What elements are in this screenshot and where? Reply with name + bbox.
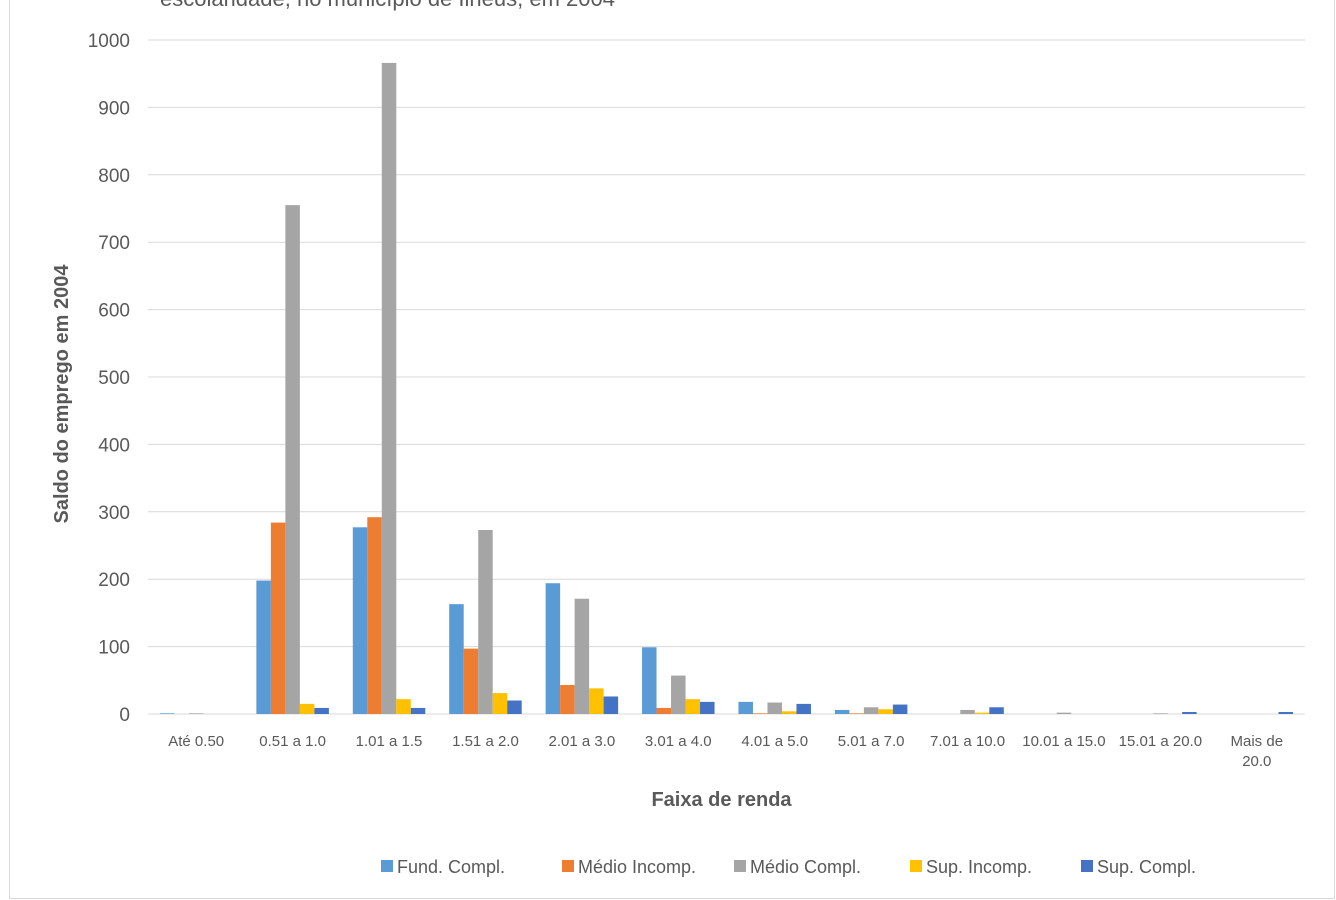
bar-5-8 <box>892 704 908 714</box>
bar-3-9 <box>960 709 975 714</box>
legend-label: Sup. Incomp. <box>926 857 1032 877</box>
y-tick-label: 100 <box>98 638 130 659</box>
bar-5-9 <box>989 707 1004 714</box>
x-tick-label: Mais de 20.0 <box>1231 733 1284 770</box>
bar-5-7 <box>796 703 811 714</box>
bar-5-2 <box>314 707 329 714</box>
bar-1-4 <box>449 604 464 714</box>
bar-1-1 <box>159 713 175 714</box>
chart-title: escolaridade, no município de Ilhéus, em… <box>160 0 615 12</box>
bar-4-9 <box>974 712 990 714</box>
y-tick-label: 1000 <box>88 31 130 52</box>
y-tick-label: 600 <box>98 301 130 322</box>
bar-3-4 <box>478 529 493 714</box>
bar-1-6 <box>642 647 657 714</box>
bar-1-3 <box>352 527 368 714</box>
x-tick-label: 10.01 a 15.0 <box>1022 733 1105 750</box>
bar-1-2 <box>256 580 271 714</box>
y-tick-label: 400 <box>98 435 130 456</box>
bar-4-2 <box>299 703 315 714</box>
chart-frame <box>9 0 1335 899</box>
legend-swatch <box>734 860 746 872</box>
bar-4-4 <box>492 693 508 714</box>
bar-3-2 <box>285 205 300 714</box>
bar-5-5 <box>603 696 619 714</box>
bar-5-12 <box>1278 711 1294 714</box>
y-tick-label: 900 <box>98 98 130 119</box>
bar-3-7 <box>767 702 782 714</box>
legend-swatch <box>910 860 922 872</box>
bar-2-5 <box>560 685 575 714</box>
x-tick-label: 0.51 a 1.0 <box>259 733 326 750</box>
legend-label: Sup. Compl. <box>1097 857 1196 877</box>
legend-label: Fund. Compl. <box>397 857 505 877</box>
x-tick-label: 5.01 a 7.0 <box>838 733 905 750</box>
y-tick-label: 800 <box>98 166 130 187</box>
bar-5-3 <box>410 707 426 714</box>
x-tick-label: Até 0.50 <box>168 733 224 750</box>
y-tick-label: 700 <box>98 233 130 254</box>
y-tick-label: 300 <box>98 503 130 524</box>
legend-swatch <box>562 860 574 872</box>
bar-3-3 <box>381 62 397 714</box>
bar-4-7 <box>781 711 797 714</box>
legend-label: Médio Incomp. <box>578 857 696 877</box>
bar-3-5 <box>574 598 590 714</box>
y-tick-label: 200 <box>98 570 130 591</box>
bar-4-6 <box>685 699 701 714</box>
bar-2-2 <box>270 522 286 714</box>
bar-2-3 <box>367 517 382 714</box>
bar-3-8 <box>863 707 879 714</box>
bar-3-6 <box>671 675 686 714</box>
bar-2-8 <box>849 713 864 714</box>
bar-4-5 <box>589 688 604 714</box>
x-tick-label: 1.01 a 1.5 <box>356 733 423 750</box>
bar-1-7 <box>738 701 753 714</box>
x-tick-label: 7.01 a 10.0 <box>930 733 1005 750</box>
bar-3-10 <box>1056 712 1072 714</box>
bar-5-6 <box>700 701 715 714</box>
legend-label: Médio Compl. <box>750 857 861 877</box>
bar-4-8 <box>878 709 893 714</box>
x-tick-label: 1.51 a 2.0 <box>452 733 519 750</box>
bar-4-3 <box>396 699 411 714</box>
x-axis-title: Faixa de renda <box>651 789 792 811</box>
bar-3-1 <box>188 713 204 714</box>
legend-swatch <box>381 860 393 872</box>
bar-2-4 <box>463 648 479 714</box>
x-tick-label: 3.01 a 4.0 <box>645 733 712 750</box>
y-tick-label: 500 <box>98 368 130 389</box>
x-tick-label: 2.01 a 3.0 <box>549 733 616 750</box>
bar-1-5 <box>545 583 561 714</box>
bar-2-7 <box>752 713 768 714</box>
legend-swatch <box>1081 860 1093 872</box>
bar-2-6 <box>656 707 672 714</box>
bar-5-4 <box>507 700 522 714</box>
y-axis-title: Saldo do emprego em 2004 <box>51 264 73 524</box>
x-tick-label: 4.01 a 5.0 <box>741 733 808 750</box>
x-tick-label: 15.01 a 20.0 <box>1119 733 1202 750</box>
bar-5-11 <box>1182 711 1197 714</box>
y-tick-label: 0 <box>119 705 130 726</box>
bar-3-11 <box>1153 713 1168 714</box>
bar-1-8 <box>834 709 850 714</box>
